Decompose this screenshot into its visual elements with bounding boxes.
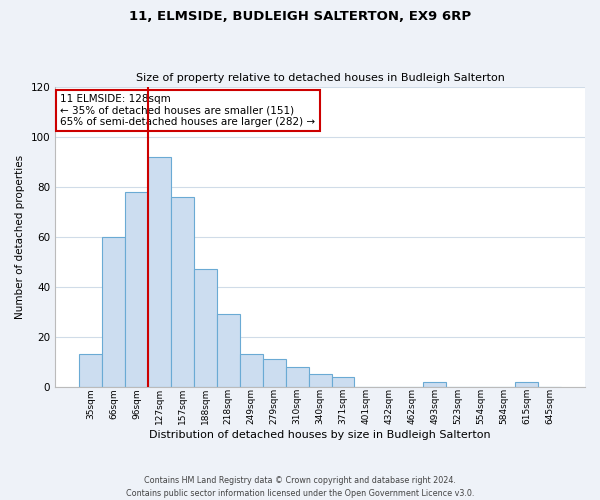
Bar	[263, 359, 286, 386]
Bar	[148, 156, 171, 386]
Bar	[286, 366, 308, 386]
Title: Size of property relative to detached houses in Budleigh Salterton: Size of property relative to detached ho…	[136, 73, 505, 83]
Bar	[171, 196, 194, 386]
Text: 11, ELMSIDE, BUDLEIGH SALTERTON, EX9 6RP: 11, ELMSIDE, BUDLEIGH SALTERTON, EX9 6RP	[129, 10, 471, 23]
Bar	[79, 354, 102, 386]
Bar	[515, 382, 538, 386]
Bar	[125, 192, 148, 386]
Y-axis label: Number of detached properties: Number of detached properties	[15, 154, 25, 318]
Bar	[217, 314, 240, 386]
Bar	[308, 374, 332, 386]
Bar	[102, 236, 125, 386]
Bar	[194, 269, 217, 386]
X-axis label: Distribution of detached houses by size in Budleigh Salterton: Distribution of detached houses by size …	[149, 430, 491, 440]
Bar	[240, 354, 263, 386]
Text: 11 ELMSIDE: 128sqm
← 35% of detached houses are smaller (151)
65% of semi-detach: 11 ELMSIDE: 128sqm ← 35% of detached hou…	[61, 94, 316, 128]
Text: Contains HM Land Registry data © Crown copyright and database right 2024.
Contai: Contains HM Land Registry data © Crown c…	[126, 476, 474, 498]
Bar	[332, 376, 355, 386]
Bar	[423, 382, 446, 386]
